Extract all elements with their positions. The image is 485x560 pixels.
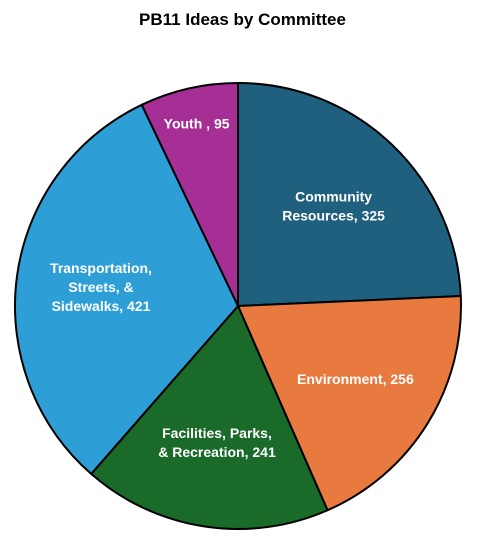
slice-label-line: Youth , 95 [164, 115, 230, 131]
slice-label-line: Environment, 256 [297, 371, 414, 387]
slice-label-0: Community Resources, 325 [282, 189, 385, 224]
slice-label-line: & Recreation, 241 [158, 444, 276, 460]
slice-label-1: Environment, 256 [297, 371, 414, 387]
slice-label-line: Community [295, 189, 372, 205]
pie-labels: Community Resources, 325 Environment, 256 F… [50, 115, 414, 460]
slice-label-3: Transportation, Streets, & Sidewalks, 421 [50, 260, 152, 314]
pie-slice-3 [14, 103, 239, 475]
slice-label-line: Sidewalks, 421 [52, 298, 151, 314]
pie-slice-1 [237, 295, 462, 512]
pie-slice-0 [237, 82, 462, 307]
slice-label-4: Youth , 95 [164, 115, 230, 131]
slice-label-line: Resources, 325 [282, 208, 385, 224]
pie-slice-2 [90, 305, 329, 530]
slice-label-line: Facilities, Parks, [162, 425, 272, 441]
slice-label-2: Facilities, Parks, & Recreation, 241 [158, 425, 276, 460]
pie-slices [14, 82, 462, 530]
slice-label-line: Streets, & [68, 279, 133, 295]
chart-title: PB11 Ideas by Committee [139, 10, 346, 29]
pie-slice-4 [140, 82, 239, 307]
slice-label-line: Transportation, [50, 260, 152, 276]
